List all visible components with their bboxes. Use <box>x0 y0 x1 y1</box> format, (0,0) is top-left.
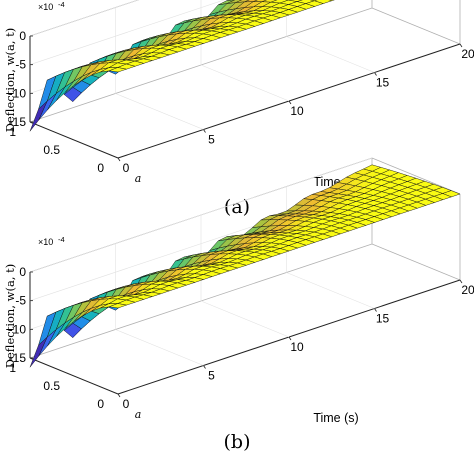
right-floor-edge <box>371 7 461 45</box>
y-tick-label: 1 <box>9 125 16 139</box>
x-tick-label: 5 <box>208 133 215 147</box>
surface-plot <box>29 0 335 132</box>
y-tick-label: 0 <box>97 397 104 411</box>
x-tick-mark <box>288 336 292 341</box>
y-tick-label: 0 <box>97 161 104 175</box>
z-tick-label: -5 <box>15 58 26 72</box>
z-exponent-power: -4 <box>58 235 65 244</box>
x-tick-mark <box>203 365 206 369</box>
panel-caption: (b) <box>224 431 251 453</box>
right-floor-edge <box>371 243 461 281</box>
x-tick-mark <box>459 43 463 48</box>
t-floor-grid-line <box>115 93 204 130</box>
y-axis-label: a <box>135 172 142 185</box>
z-tick-label: 0 <box>19 29 26 43</box>
x-axis-label: Time (s) <box>313 411 358 425</box>
x-tick-label: 15 <box>376 76 390 90</box>
x-tick-label: 20 <box>461 283 474 297</box>
right-top-edge <box>371 157 461 195</box>
x-tick-label: 5 <box>208 369 215 383</box>
x-tick-label: 10 <box>290 340 304 354</box>
x-tick-label: 10 <box>290 104 304 118</box>
t-floor-grid-line <box>200 300 290 338</box>
x-tick-mark <box>374 308 377 312</box>
surface-patch <box>109 67 128 73</box>
x-tick-mark <box>117 393 121 398</box>
y-axis-label: a <box>135 408 142 421</box>
x-tick-mark <box>117 157 121 162</box>
y-axis-line <box>29 121 119 159</box>
surface-patch <box>29 100 48 132</box>
t-floor-grid-line <box>286 272 375 309</box>
z-tick-label: -5 <box>15 294 26 308</box>
z-exponent-base: ×10 <box>38 2 53 12</box>
surface-patch <box>109 303 128 309</box>
z-tick-label: -15 <box>9 115 27 129</box>
z-axis-label: Deflection, w(a, t) <box>3 28 17 133</box>
y-tick-label: 0.5 <box>43 143 60 157</box>
x-tick-label: 20 <box>461 47 474 61</box>
z-exponent-power: -4 <box>58 0 65 9</box>
x-tick-label: 15 <box>376 312 390 326</box>
surface-patch <box>29 336 48 368</box>
surface-plot <box>29 164 461 368</box>
x-tick-mark <box>374 72 377 76</box>
z-tick-label: -10 <box>9 86 27 100</box>
z-grid-line <box>29 0 139 37</box>
t-floor-grid-line <box>286 36 375 73</box>
x-tick-label: 0 <box>123 161 130 175</box>
z-exponent-base: ×10 <box>38 237 53 247</box>
y-axis-line <box>29 357 119 395</box>
x-tick-mark <box>203 129 206 133</box>
t-floor-grid-line <box>200 64 290 102</box>
y-tick-label: 0.5 <box>43 379 60 393</box>
z-tick-label: -10 <box>9 322 27 336</box>
x-tick-label: 0 <box>123 397 130 411</box>
z-axis-label: Deflection, w(a, t) <box>3 264 17 369</box>
panel-caption: (a) <box>224 196 250 218</box>
y-tick-label: 1 <box>9 361 16 375</box>
x-tick-mark <box>288 100 292 105</box>
z-tick-label: 0 <box>19 265 26 279</box>
x-tick-mark <box>459 279 463 284</box>
z-tick-label: -15 <box>9 351 27 365</box>
t-floor-grid-line <box>115 329 204 366</box>
